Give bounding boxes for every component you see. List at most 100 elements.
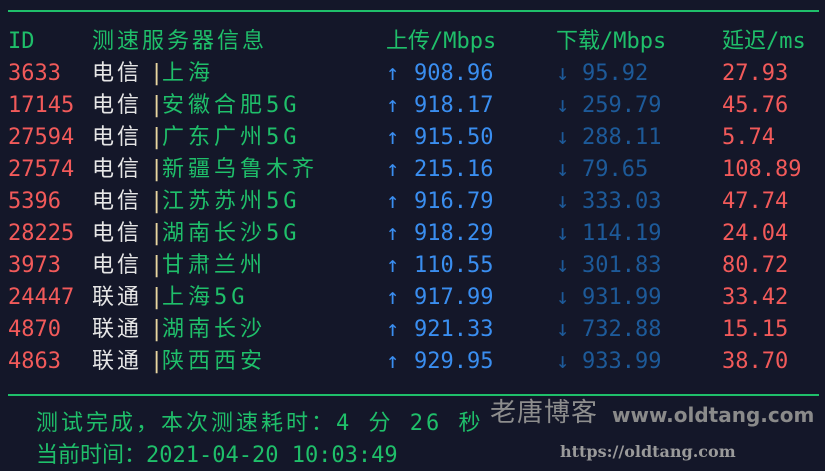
top-divider [8,10,819,12]
upload-arrow-icon: ↑ [386,61,400,86]
row-isp: 电信 [92,189,143,214]
row-isp: 电信 [92,61,143,86]
row-download: 79.65 [582,157,649,182]
upload-arrow-icon: ↑ [386,349,400,374]
download-arrow-icon: ↓ [556,317,570,342]
separator: | [150,157,164,182]
download-arrow-icon: ↓ [556,93,570,118]
table-row: 3633 电信 | 上海 ↑ 908.96 ↓ 95.92 27.93 [0,58,825,90]
row-upload: 915.50 [414,125,494,150]
row-isp: 电信 [92,125,143,150]
row-isp: 电信 [92,253,143,278]
row-latency: 5.74 [722,125,775,150]
upload-arrow-icon: ↑ [386,157,400,182]
row-latency: 80.72 [722,253,789,278]
row-city: 广东广州5G [162,125,301,150]
row-upload: 917.99 [414,285,494,310]
row-id: 3633 [8,61,61,86]
row-latency: 24.04 [722,221,789,246]
row-city: 安徽合肥5G [162,93,301,118]
download-arrow-icon: ↓ [556,61,570,86]
separator: | [150,189,164,214]
row-city: 江苏苏州5G [162,189,301,214]
row-upload: 916.79 [414,189,494,214]
row-upload: 918.17 [414,93,494,118]
row-city: 湖南长沙 [162,317,267,342]
row-latency: 108.89 [722,157,802,182]
upload-arrow-icon: ↑ [386,125,400,150]
row-upload: 908.96 [414,61,494,86]
row-upload: 215.16 [414,157,494,182]
table-row: 28225 电信 | 湖南长沙5G ↑ 918.29 ↓ 114.19 24.04 [0,218,825,250]
table-row: 4863 联通 | 陕西西安 ↑ 929.95 ↓ 933.99 38.70 [0,346,825,378]
row-download: 333.03 [582,189,662,214]
table-row: 27574 电信 | 新疆乌鲁木齐 ↑ 215.16 ↓ 79.65 108.89 [0,154,825,186]
row-download: 301.83 [582,253,662,278]
download-arrow-icon: ↓ [556,253,570,278]
row-isp: 联通 [92,285,143,310]
row-latency: 38.70 [722,349,789,374]
table-row: 4870 联通 | 湖南长沙 ↑ 921.33 ↓ 732.88 15.15 [0,314,825,346]
download-arrow-icon: ↓ [556,285,570,310]
row-city: 上海 [162,61,215,86]
current-time: 当前时间：2021-04-20 10:03:49 [36,443,398,468]
row-upload: 110.55 [414,253,494,278]
separator: | [150,221,164,246]
row-upload: 929.95 [414,349,494,374]
row-id: 5396 [8,189,61,214]
table-row: 3973 电信 | 甘肃兰州 ↑ 110.55 ↓ 301.83 80.72 [0,250,825,282]
header-id: ID [8,29,35,54]
row-download: 114.19 [582,221,662,246]
row-id: 24447 [8,285,75,310]
upload-arrow-icon: ↑ [386,93,400,118]
download-arrow-icon: ↓ [556,349,570,374]
table-row: 17145 电信 | 安徽合肥5G ↑ 918.17 ↓ 259.79 45.76 [0,90,825,122]
download-arrow-icon: ↓ [556,189,570,214]
row-isp: 电信 [92,221,143,246]
download-arrow-icon: ↓ [556,125,570,150]
row-isp: 联通 [92,349,143,374]
row-id: 4870 [8,317,61,342]
row-download: 931.99 [582,285,662,310]
row-upload: 918.29 [414,221,494,246]
row-id: 17145 [8,93,75,118]
row-latency: 33.42 [722,285,789,310]
row-city: 湖南长沙5G [162,221,301,246]
row-download: 732.88 [582,317,662,342]
separator: | [150,61,164,86]
separator: | [150,285,164,310]
row-latency: 47.74 [722,189,789,214]
row-isp: 电信 [92,93,143,118]
row-download: 288.11 [582,125,662,150]
separator: | [150,93,164,118]
download-arrow-icon: ↓ [556,157,570,182]
upload-arrow-icon: ↑ [386,317,400,342]
table-row: 24447 联通 | 上海5G ↑ 917.99 ↓ 931.99 33.42 [0,282,825,314]
row-download: 933.99 [582,349,662,374]
upload-arrow-icon: ↑ [386,285,400,310]
header-server: 测速服务器信息 [92,29,268,54]
separator: | [150,317,164,342]
row-id: 3973 [8,253,61,278]
table-row: 27594 电信 | 广东广州5G ↑ 915.50 ↓ 288.11 5.74 [0,122,825,154]
row-city: 甘肃兰州 [162,253,267,278]
separator: | [150,253,164,278]
separator: | [150,349,164,374]
separator: | [150,125,164,150]
watermark-cn: 老唐博客 [490,398,599,428]
row-isp: 电信 [92,157,143,182]
row-download: 259.79 [582,93,662,118]
row-download: 95.92 [582,61,649,86]
watermark-diagonal: www.oldtang.com [612,403,815,427]
elapsed-text: 测试完成，本次测速耗时：4 分 26 秒 [36,411,484,436]
row-latency: 45.76 [722,93,789,118]
bottom-divider [8,394,819,396]
row-isp: 联通 [92,317,143,342]
row-upload: 921.33 [414,317,494,342]
upload-arrow-icon: ↑ [386,221,400,246]
upload-arrow-icon: ↑ [386,253,400,278]
row-id: 28225 [8,221,75,246]
table-header: ID 测速服务器信息 上传/Mbps 下载/Mbps 延迟/ms [0,26,825,58]
header-download: 下载/Mbps [556,29,667,54]
header-latency: 延迟/ms [722,29,806,54]
